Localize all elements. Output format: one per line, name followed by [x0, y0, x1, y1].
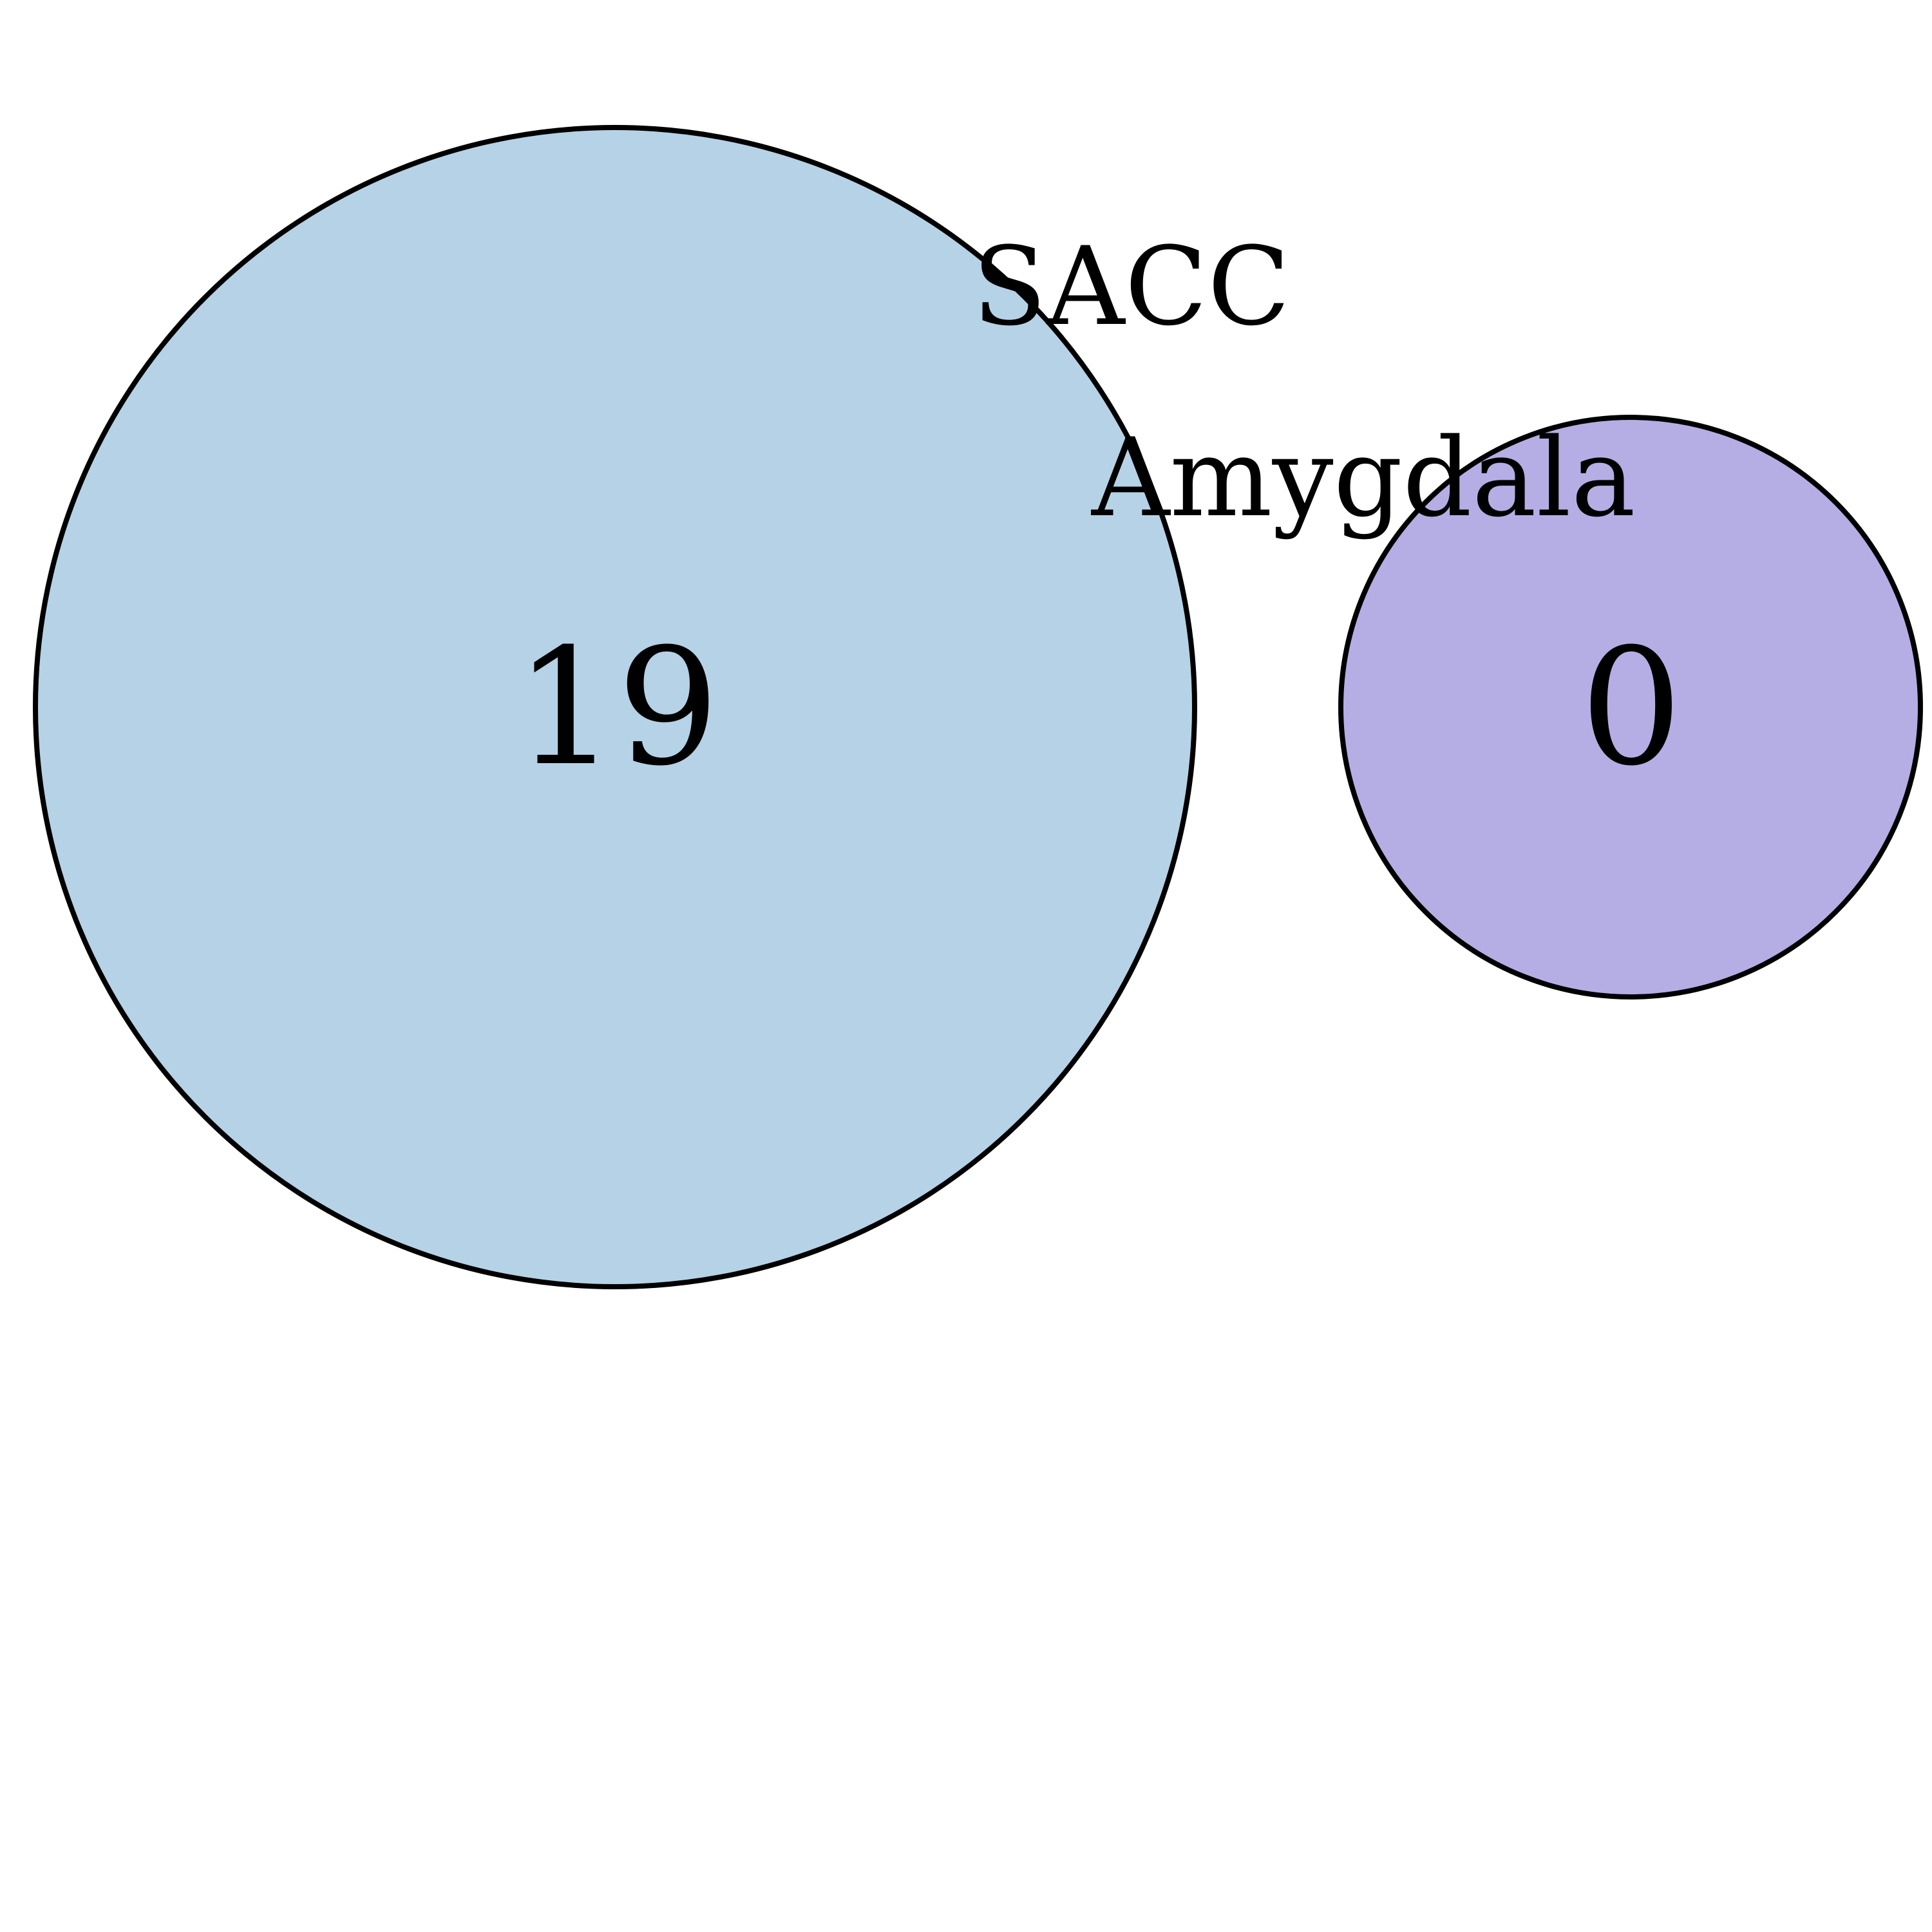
sacc-set-label: SACC	[972, 223, 1291, 350]
amygdala-set-label: Amygdala	[1091, 415, 1636, 541]
amygdala-set-circle	[1338, 415, 1923, 999]
sacc-set-circle	[33, 125, 1197, 1289]
sacc-count-label: 19	[515, 614, 719, 801]
amygdala-count-label: 0	[1580, 614, 1682, 801]
